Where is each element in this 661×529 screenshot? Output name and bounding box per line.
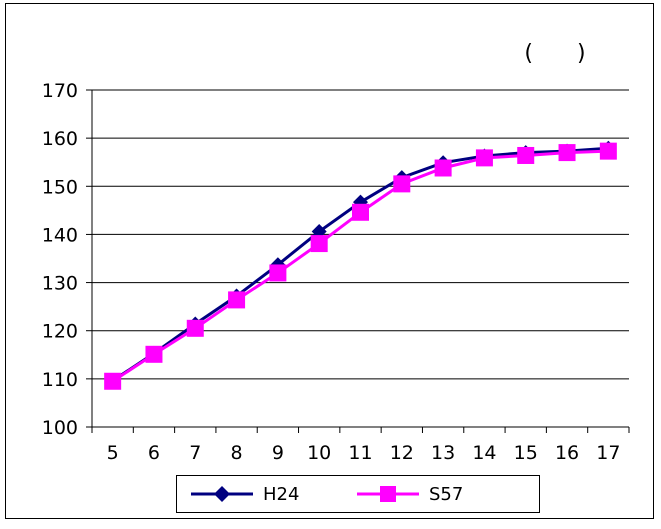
x-tick-label: 7 [189, 442, 201, 464]
y-tick-label: 110 [42, 369, 78, 391]
x-tick-label: 12 [390, 442, 414, 464]
x-tick-label: 9 [272, 442, 284, 464]
series-line-s57 [111, 149, 609, 383]
data-point-s57 [145, 345, 163, 363]
y-tick-labels: 100 110 120 130 140 150 160 170 [42, 80, 78, 439]
chart-frame [5, 3, 654, 519]
y-tick-label: 100 [42, 417, 78, 439]
y-tick-label: 160 [42, 128, 78, 150]
data-point-s57 [558, 144, 576, 162]
y-tick-label: 120 [42, 321, 78, 343]
x-tick-labels: 5 6 7 8 9 10 11 12 13 14 15 16 17 [107, 442, 621, 464]
square-marker-icon [357, 486, 419, 502]
legend-label-h24: H24 [263, 484, 300, 505]
data-point-s57 [269, 264, 287, 282]
x-tick-label: 10 [307, 442, 331, 464]
legend-label-s57: S57 [429, 484, 464, 505]
x-tick-label: 6 [148, 442, 160, 464]
diamond-marker-icon [191, 486, 253, 502]
x-tick-label: 13 [431, 442, 455, 464]
series-lines [104, 140, 617, 390]
y-tick-label: 170 [42, 80, 78, 102]
axes [86, 89, 630, 433]
x-tick-label: 5 [107, 442, 119, 464]
data-point-s57 [310, 235, 328, 253]
unit-label: ( ) [524, 41, 585, 66]
y-tick-label: 130 [42, 273, 78, 295]
x-tick-label: 17 [596, 442, 620, 464]
grid-lines [92, 89, 629, 380]
data-point-s57 [393, 175, 411, 193]
data-point-s57 [104, 372, 122, 390]
data-point-s57 [352, 203, 369, 221]
data-point-s57 [599, 142, 617, 160]
data-point-s57 [186, 319, 204, 337]
y-tick-label: 140 [42, 224, 78, 246]
data-point-s57 [228, 291, 246, 309]
data-point-s57 [475, 149, 493, 167]
x-tick-label: 16 [555, 442, 579, 464]
x-tick-label: 14 [472, 442, 496, 464]
legend-item-s57: S57 [353, 476, 523, 512]
x-tick-label: 11 [348, 442, 372, 464]
data-point-s57 [434, 159, 452, 177]
legend: H24 S57 [176, 475, 540, 513]
series-line-h24 [111, 146, 609, 383]
legend-item-h24: H24 [187, 476, 327, 512]
data-point-s57 [517, 146, 535, 164]
x-tick-label: 8 [231, 442, 243, 464]
y-tick-label: 150 [42, 176, 78, 198]
x-tick-label: 15 [514, 442, 538, 464]
